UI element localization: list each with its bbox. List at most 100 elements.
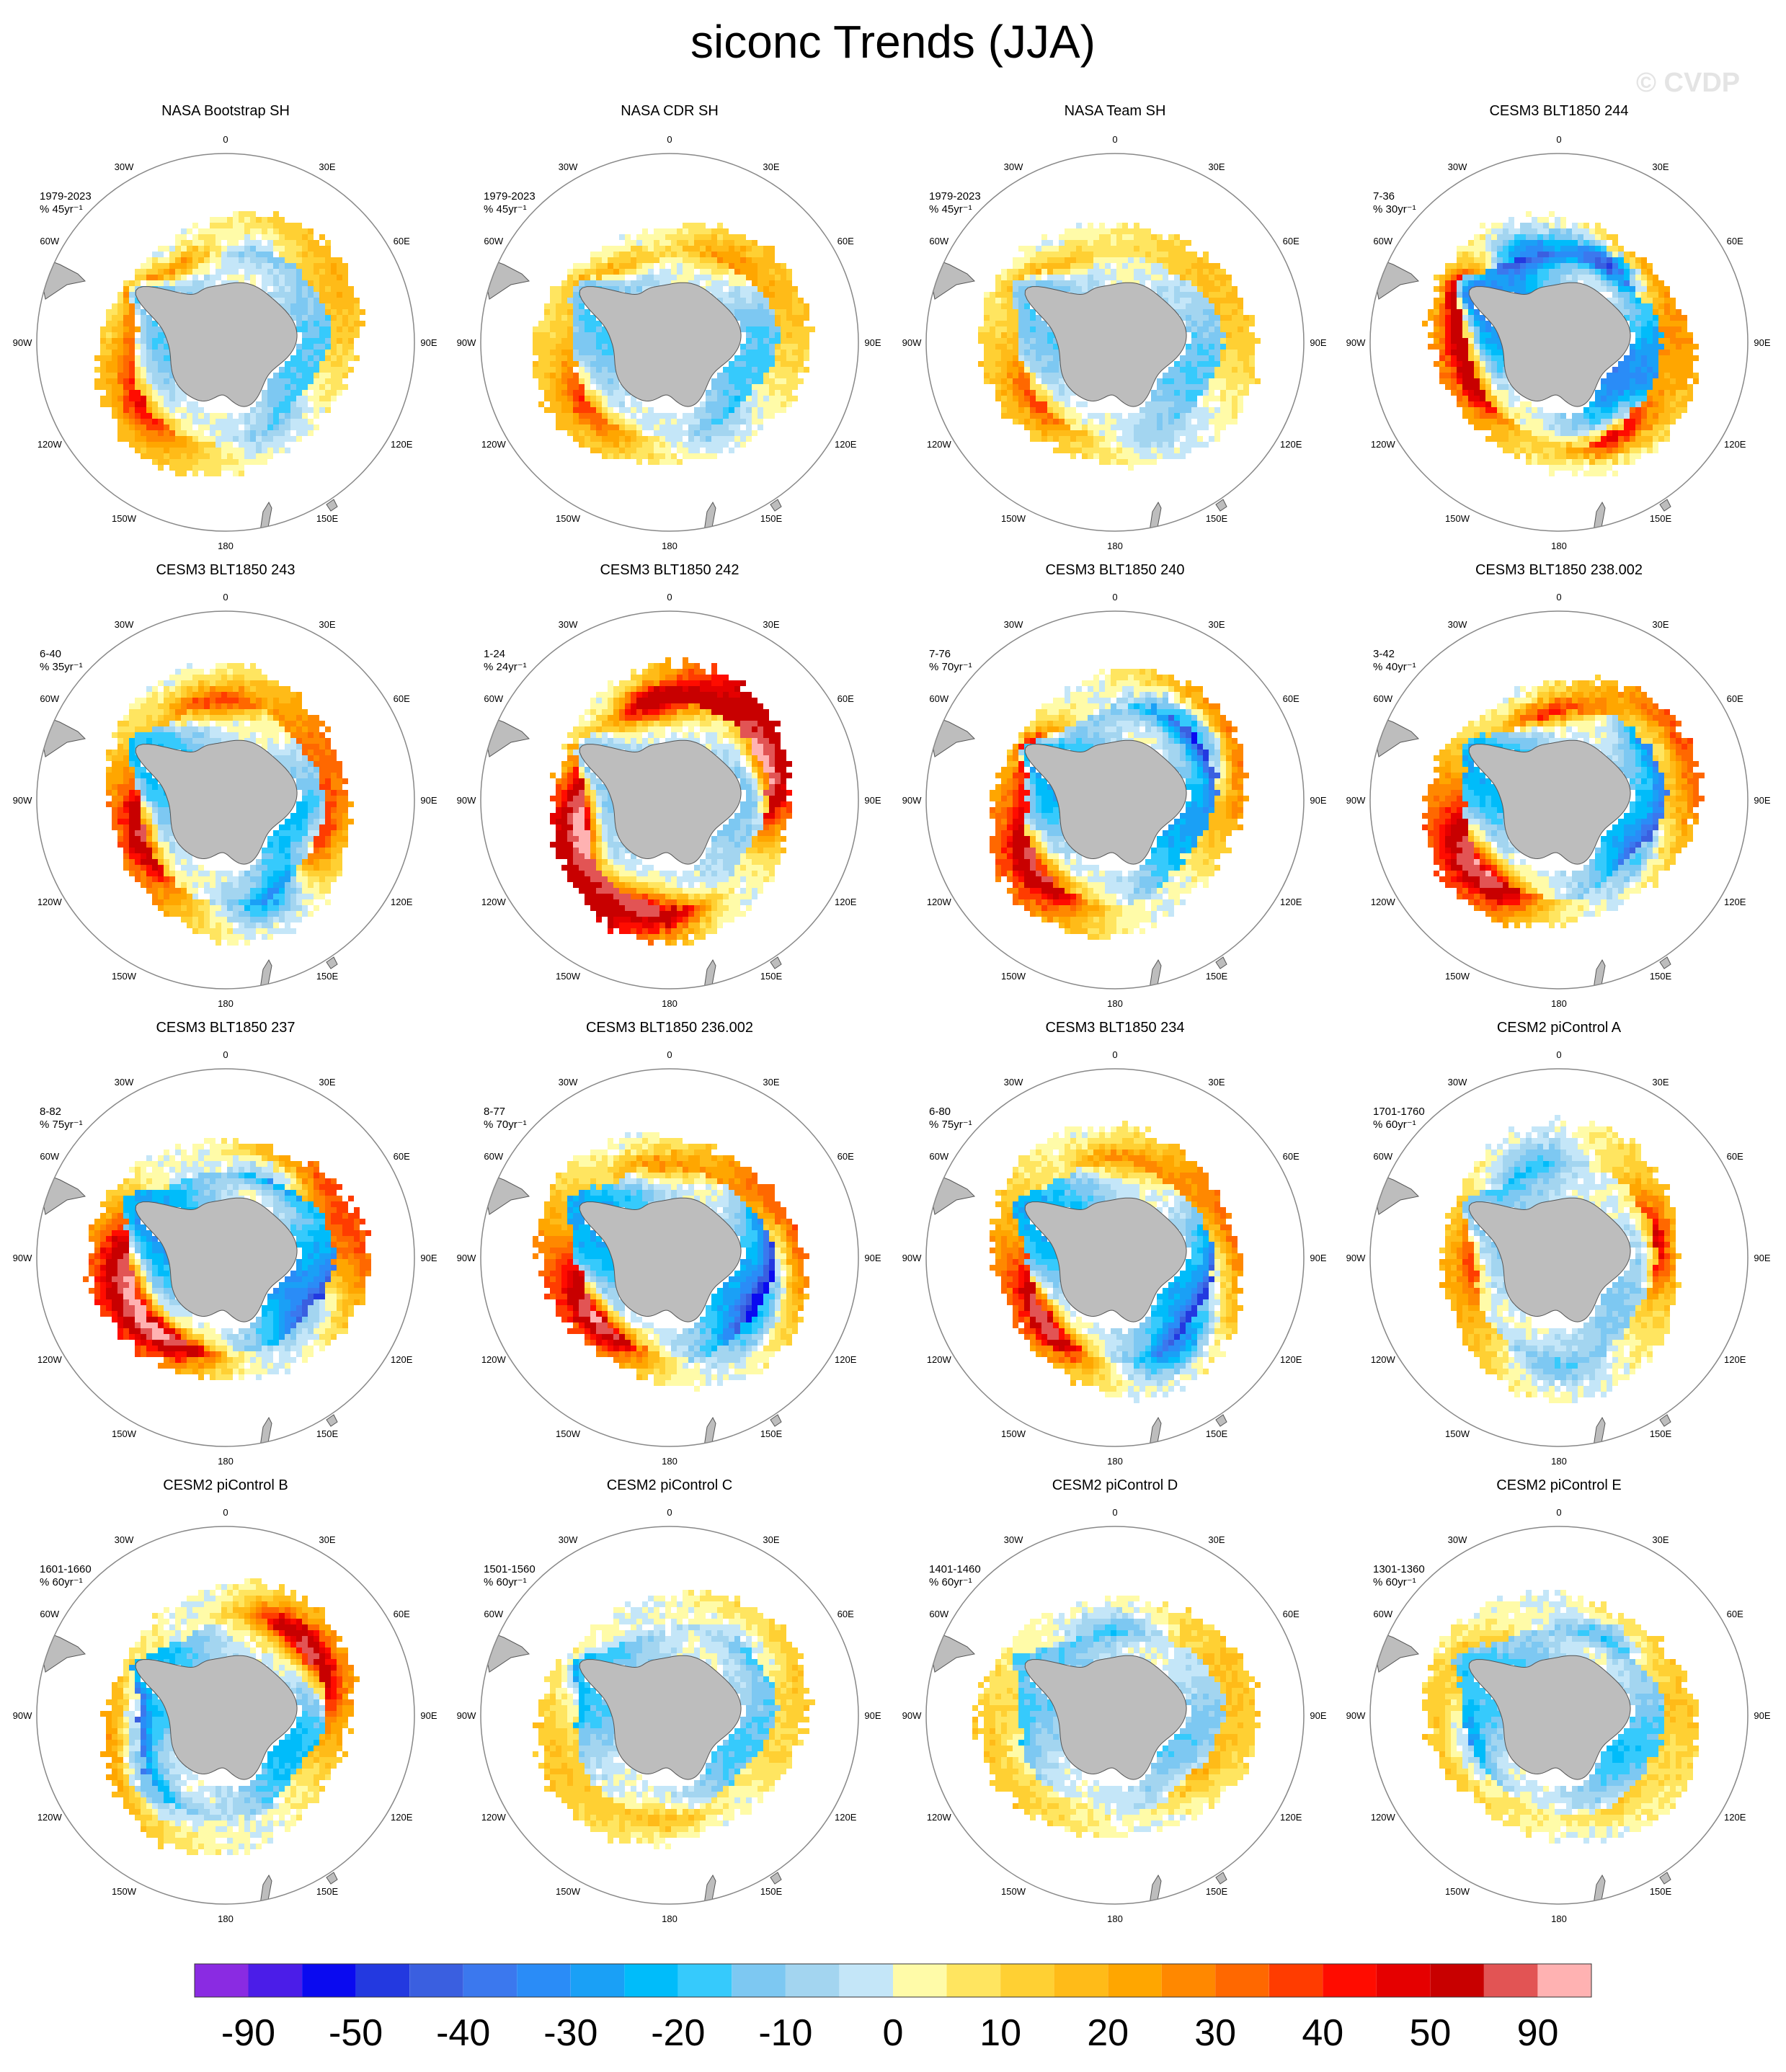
trend-field (550, 657, 792, 946)
new-zealand (703, 1874, 716, 1904)
south-america-tip (1370, 255, 1420, 300)
colorbar-swatch (785, 1964, 840, 1997)
map-boundary (925, 610, 1305, 990)
longitude-label: 120E (835, 1354, 857, 1365)
longitude-label: 150W (1445, 513, 1470, 524)
longitude-label: 60E (1727, 236, 1743, 246)
longitude-label: 120W (481, 439, 507, 450)
period-label: 1701-1760 (1373, 1106, 1425, 1118)
longitude-label: 120E (1280, 897, 1302, 907)
longitude-label: 30W (1448, 619, 1467, 630)
longitude-label: 150E (760, 1886, 783, 1897)
longitude-label: 30E (319, 161, 335, 172)
units-label: % 45yr⁻¹ (929, 203, 972, 215)
antarctica-landmass (579, 1197, 742, 1322)
longitude-label: 0 (1556, 1507, 1561, 1518)
longitude-label: 60W (1373, 1151, 1392, 1162)
period-label: 1301-1360 (1373, 1563, 1425, 1575)
tasmania (1659, 1414, 1671, 1427)
colorbar-swatch (839, 1964, 893, 1997)
colorbar-tick-label: -30 (543, 2012, 597, 2054)
longitude-label: 180 (1107, 998, 1123, 1009)
longitude-label: 60E (394, 1151, 410, 1162)
trend-field (106, 663, 354, 946)
longitude-label: 180 (662, 1456, 677, 1467)
trend-field (1439, 1115, 1681, 1403)
longitude-label: 150E (760, 1428, 783, 1439)
longitude-label: 150E (316, 513, 339, 524)
period-label: 1401-1460 (929, 1563, 981, 1575)
antarctica-landmass (1468, 282, 1631, 407)
antarctica-landmass (1024, 282, 1187, 407)
longitude-label: 150W (1001, 1886, 1026, 1897)
period-label: 1601-1660 (40, 1563, 92, 1575)
longitude-label: 120E (835, 897, 857, 907)
longitude-label: 120E (835, 439, 857, 450)
longitude-label: 30W (1448, 1534, 1467, 1545)
new-zealand (259, 1874, 272, 1904)
antarctica-landmass (135, 1655, 298, 1780)
antarctica-landmass (579, 739, 742, 865)
longitude-label: 150W (112, 971, 137, 982)
longitude-label: 30W (559, 619, 578, 630)
map-boundary (480, 1526, 859, 1905)
south-america-tip (481, 713, 530, 757)
longitude-label: 120W (481, 897, 507, 907)
longitude-label: 30W (1448, 161, 1467, 172)
map-boundary (480, 1068, 859, 1447)
panel-title: CESM2 piControl E (1496, 1477, 1621, 1493)
longitude-label: 120E (391, 897, 413, 907)
longitude-label: 90E (864, 337, 881, 348)
antarctica-landmass (1468, 1655, 1631, 1780)
trend-field (83, 1138, 371, 1380)
south-america-tip (926, 1170, 976, 1215)
tasmania (770, 499, 782, 512)
longitude-label: 120E (1724, 1812, 1746, 1823)
tasmania (770, 1872, 782, 1885)
longitude-label: 30W (115, 619, 134, 630)
longitude-label: 90E (1754, 1253, 1770, 1263)
longitude-label: 60E (1283, 1151, 1299, 1162)
longitude-label: 120E (1280, 1354, 1302, 1365)
units-label: % 40yr⁻¹ (1373, 661, 1416, 673)
longitude-label: 30E (319, 1077, 335, 1088)
longitude-label: 30E (763, 1534, 779, 1545)
colorbar-tick-label: 40 (1302, 2012, 1343, 2054)
longitude-label: 60E (1727, 1151, 1743, 1162)
panel-title: CESM3 BLT1850 243 (156, 562, 295, 578)
longitude-label: 30E (763, 619, 779, 630)
period-label: 1-24 (484, 648, 505, 660)
period-label: 3-42 (1373, 648, 1395, 660)
longitude-label: 0 (223, 1049, 228, 1060)
longitude-label: 30W (115, 1534, 134, 1545)
longitude-label: 120W (1371, 1812, 1396, 1823)
longitude-label: 0 (1556, 1049, 1561, 1060)
longitude-label: 0 (1556, 592, 1561, 603)
longitude-label: 60W (484, 1609, 503, 1619)
colorbar-tick-label: 0 (883, 2012, 904, 2054)
panel-title: CESM2 piControl A (1497, 1020, 1622, 1036)
polar-panel: CESM3 BLT1850 244 0 30E 60E 90E 120E 150E 180 15… (1346, 103, 1771, 551)
south-america-tip (1370, 1628, 1420, 1673)
colorbar-swatch (1161, 1964, 1216, 1997)
polar-panel: NASA Team SH 0 30E 60E 90E 120E 150E 180 150W 120… (902, 103, 1327, 551)
south-america-tip (481, 1170, 530, 1215)
longitude-label: 60W (40, 236, 59, 246)
longitude-label: 90E (864, 1710, 881, 1721)
longitude-label: 90W (902, 795, 922, 806)
colorbar-swatch (463, 1964, 517, 1997)
longitude-label: 150W (556, 513, 581, 524)
longitude-label: 0 (223, 1507, 228, 1518)
antarctica-landmass (135, 739, 298, 865)
longitude-label: 0 (1112, 1507, 1117, 1518)
longitude-label: 60E (838, 236, 854, 246)
panel-title: CESM3 BLT1850 237 (156, 1020, 295, 1036)
longitude-label: 120E (391, 1354, 413, 1365)
polar-panel: CESM3 BLT1850 240 0 30E 60E 90E 120E 150E 180 15… (902, 562, 1327, 1009)
panel-title: CESM3 BLT1850 236.002 (586, 1020, 753, 1036)
colorbar-tick-label: 90 (1517, 2012, 1559, 2054)
longitude-label: 150W (1445, 971, 1470, 982)
panel-title: CESM3 BLT1850 238.002 (1475, 562, 1643, 578)
longitude-label: 150E (1206, 1886, 1228, 1897)
longitude-label: 120E (1724, 439, 1746, 450)
